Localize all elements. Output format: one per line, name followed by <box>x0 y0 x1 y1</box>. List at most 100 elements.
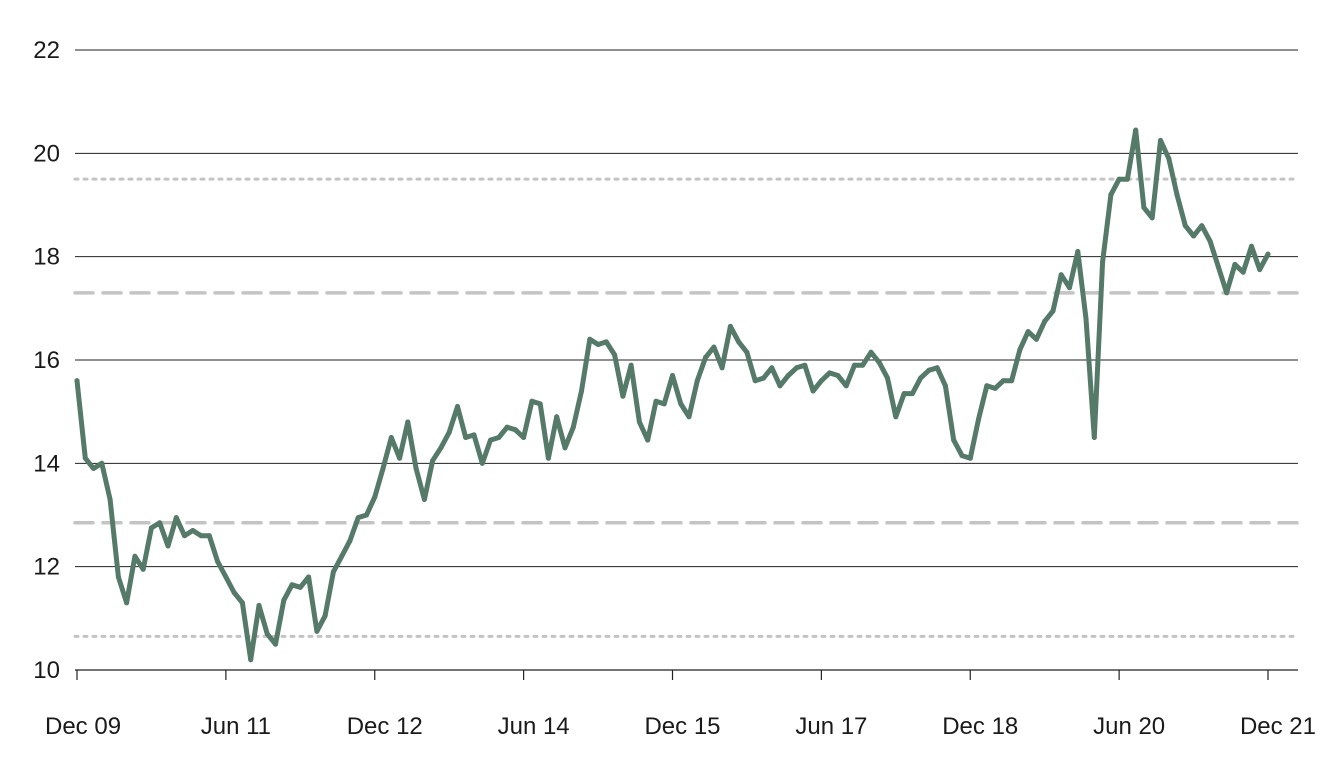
data-point <box>835 373 841 378</box>
data-point <box>545 455 551 461</box>
data-point <box>504 424 510 430</box>
reference-lines <box>73 177 1300 638</box>
y-axis-labels: 10 12 14 16 18 20 22 <box>33 37 60 684</box>
data-point <box>1149 215 1155 221</box>
data-point <box>488 437 493 443</box>
data-point <box>455 404 460 409</box>
data-point <box>1240 269 1246 275</box>
y-tick-label: 22 <box>33 37 60 64</box>
data-point <box>612 352 618 358</box>
data-point <box>74 378 80 384</box>
data-point <box>967 455 973 461</box>
x-tick-label: Dec 15 <box>644 713 720 740</box>
data-point <box>860 362 866 368</box>
data-point <box>463 435 469 440</box>
data-point <box>413 466 419 471</box>
data-point <box>405 419 411 425</box>
data-point <box>785 373 791 378</box>
x-tick-label: Dec 09 <box>45 713 121 740</box>
data-point <box>554 414 560 420</box>
data-point <box>537 401 543 407</box>
data-point <box>1257 267 1263 273</box>
data-point <box>306 574 312 580</box>
data-point <box>1058 272 1064 278</box>
data-point <box>810 388 816 394</box>
data-point <box>852 362 857 368</box>
data-point <box>1158 137 1163 143</box>
data-point <box>438 445 444 451</box>
data-point <box>1265 251 1271 257</box>
series-line <box>74 127 1271 663</box>
data-point <box>231 590 237 595</box>
data-point <box>562 445 568 451</box>
data-point <box>1033 336 1039 342</box>
data-point <box>198 533 204 539</box>
data-point <box>330 569 336 575</box>
data-point <box>1025 329 1031 335</box>
data-point <box>1249 243 1254 249</box>
data-point <box>1050 308 1056 314</box>
data-point <box>132 553 138 559</box>
data-point <box>670 373 675 378</box>
data-point <box>1191 233 1197 239</box>
data-point <box>140 566 146 572</box>
data-point <box>951 437 957 443</box>
data-point <box>347 538 353 544</box>
data-point <box>678 401 684 407</box>
data-point <box>595 342 601 347</box>
data-point <box>1133 127 1139 133</box>
data-point <box>421 497 427 502</box>
data-point <box>1075 249 1081 254</box>
y-tick-label: 12 <box>33 554 60 581</box>
x-tick-label: Dec 18 <box>942 713 1018 740</box>
data-point <box>1182 223 1188 229</box>
data-point <box>1166 156 1172 161</box>
data-point <box>694 378 700 384</box>
x-tick-label: Jun 14 <box>498 713 570 740</box>
data-point <box>752 378 758 384</box>
data-point <box>645 437 651 443</box>
data-point <box>802 362 808 368</box>
data-point <box>446 429 452 435</box>
data-point <box>99 460 105 466</box>
data-point <box>322 613 328 619</box>
x-tick-label: Dec 21 <box>1240 713 1316 740</box>
data-point <box>653 398 659 404</box>
x-tick-label: Jun 20 <box>1093 713 1165 740</box>
data-point <box>703 354 709 360</box>
data-point <box>215 559 221 564</box>
data-point <box>148 525 154 531</box>
data-point <box>157 520 163 526</box>
data-point <box>297 584 303 590</box>
data-point <box>818 378 824 384</box>
data-point <box>380 466 386 471</box>
data-point <box>1108 192 1114 198</box>
data-point <box>529 398 535 404</box>
data-point <box>165 543 171 549</box>
gridlines <box>75 49 1298 568</box>
data-point <box>711 344 717 350</box>
data-point <box>430 458 436 464</box>
data-point <box>1042 318 1048 324</box>
data-point <box>372 494 378 500</box>
data-point <box>1224 290 1230 296</box>
data-point <box>777 383 783 389</box>
data-point <box>909 391 915 397</box>
data-point <box>1215 264 1221 270</box>
data-point <box>314 628 320 634</box>
data-point <box>876 360 882 366</box>
data-point <box>1207 238 1213 244</box>
data-point <box>388 435 394 440</box>
data-point <box>868 349 874 355</box>
data-point <box>1199 223 1205 229</box>
data-point <box>893 414 899 420</box>
data-point <box>992 385 998 391</box>
data-point <box>173 515 179 521</box>
data-point <box>1083 316 1089 322</box>
y-tick-label: 14 <box>33 450 60 477</box>
data-point <box>521 435 527 440</box>
data-point <box>628 362 634 368</box>
data-point <box>620 393 626 399</box>
data-point <box>1232 261 1238 267</box>
